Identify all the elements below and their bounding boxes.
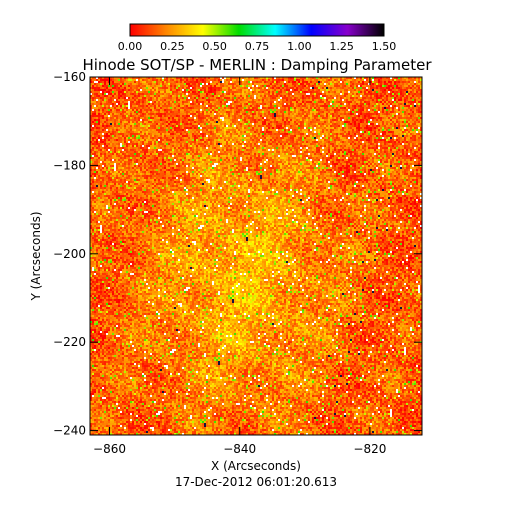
x-tick-label: −820: [353, 442, 386, 456]
colorbar-tick-label: 1.25: [329, 40, 354, 53]
y-tick-label: −180: [53, 158, 86, 172]
plot-frame: [89, 76, 423, 436]
colorbar-tick-label: 0.75: [245, 40, 270, 53]
y-axis-ticks: −160 −180 −200 −220 −240: [53, 70, 422, 438]
y-tick-label: −160: [53, 70, 86, 84]
colorbar-tick-label: 0.25: [160, 40, 185, 53]
colorbar-tick-label: 1.00: [287, 40, 312, 53]
x-tick-label: −840: [223, 442, 256, 456]
timestamp: 17-Dec-2012 06:01:20.613: [175, 475, 337, 489]
chart-title: Hinode SOT/SP - MERLIN : Damping Paramet…: [82, 56, 432, 74]
colorbar-ticks: 0.00 0.25 0.50 0.75 1.00 1.25 1.50: [118, 40, 397, 53]
x-axis-ticks: −860 −840 −820: [93, 77, 386, 456]
x-axis-label: X (Arcseconds): [211, 459, 301, 473]
y-tick-label: −200: [53, 247, 86, 261]
colorbar-tick-label: 0.50: [202, 40, 227, 53]
x-tick-label: −860: [93, 442, 126, 456]
y-tick-label: −220: [53, 335, 86, 349]
colorbar-tick-label: 0.00: [118, 40, 143, 53]
heatmap-image: [90, 77, 422, 435]
colorbar-tick-label: 1.50: [372, 40, 397, 53]
colorbar-frame: [129, 23, 385, 37]
colorbar: 0.00 0.25 0.50 0.75 1.00 1.25 1.50: [118, 23, 397, 53]
y-axis-label: Y (Arcseconds): [29, 211, 43, 301]
colorbar-gradient: [130, 24, 384, 36]
plot-area: −860 −840 −820 −160 −180 −200 −220 −240: [53, 70, 423, 456]
y-tick-label: −240: [53, 424, 86, 438]
